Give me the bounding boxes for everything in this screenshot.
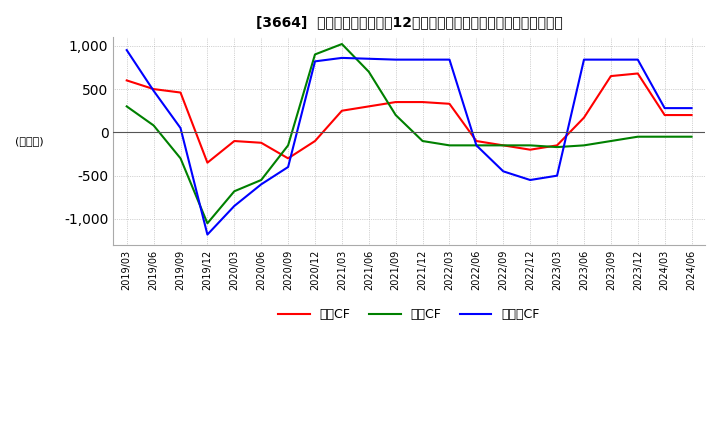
フリーCF: [338, 55, 346, 61]
投資CF: [472, 143, 481, 148]
投資CF: [687, 134, 696, 139]
営業CF: [687, 112, 696, 117]
投資CF: [310, 52, 319, 57]
フリーCF: [364, 56, 373, 62]
投資CF: [634, 134, 642, 139]
フリーCF: [634, 57, 642, 62]
投資CF: [418, 139, 427, 144]
フリーCF: [472, 143, 481, 148]
フリーCF: [176, 125, 185, 131]
営業CF: [418, 99, 427, 105]
フリーCF: [149, 88, 158, 93]
Line: フリーCF: フリーCF: [127, 50, 691, 235]
営業CF: [176, 90, 185, 95]
Line: 営業CF: 営業CF: [127, 73, 691, 163]
投資CF: [660, 134, 669, 139]
営業CF: [149, 86, 158, 92]
投資CF: [553, 144, 562, 150]
投資CF: [526, 143, 534, 148]
フリーCF: [257, 182, 266, 187]
営業CF: [257, 140, 266, 145]
フリーCF: [580, 57, 588, 62]
投資CF: [149, 123, 158, 128]
フリーCF: [418, 57, 427, 62]
フリーCF: [553, 173, 562, 178]
投資CF: [606, 139, 615, 144]
営業CF: [230, 139, 238, 144]
投資CF: [284, 143, 292, 148]
フリーCF: [499, 169, 508, 174]
フリーCF: [284, 165, 292, 170]
Title: [3664]  キャッシュフローの12か月移動合計の対前年同期増減額の推移: [3664] キャッシュフローの12か月移動合計の対前年同期増減額の推移: [256, 15, 562, 29]
フリーCF: [606, 57, 615, 62]
営業CF: [634, 71, 642, 76]
投資CF: [257, 177, 266, 183]
営業CF: [472, 139, 481, 144]
営業CF: [310, 139, 319, 144]
営業CF: [526, 147, 534, 152]
営業CF: [392, 99, 400, 105]
フリーCF: [310, 59, 319, 64]
営業CF: [122, 78, 131, 83]
Line: 投資CF: 投資CF: [127, 44, 691, 224]
フリーCF: [660, 106, 669, 111]
投資CF: [203, 221, 212, 226]
投資CF: [364, 69, 373, 74]
投資CF: [580, 143, 588, 148]
フリーCF: [526, 177, 534, 183]
営業CF: [660, 112, 669, 117]
営業CF: [203, 160, 212, 165]
営業CF: [499, 143, 508, 148]
フリーCF: [687, 106, 696, 111]
投資CF: [122, 104, 131, 109]
営業CF: [606, 73, 615, 79]
投資CF: [499, 143, 508, 148]
投資CF: [176, 156, 185, 161]
フリーCF: [445, 57, 454, 62]
営業CF: [553, 143, 562, 148]
投資CF: [230, 189, 238, 194]
営業CF: [364, 104, 373, 109]
営業CF: [445, 101, 454, 106]
フリーCF: [203, 232, 212, 237]
営業CF: [284, 156, 292, 161]
投資CF: [392, 112, 400, 117]
投資CF: [445, 143, 454, 148]
フリーCF: [122, 48, 131, 53]
Y-axis label: (百万円): (百万円): [15, 136, 44, 146]
フリーCF: [230, 203, 238, 209]
投資CF: [338, 41, 346, 47]
Legend: 営業CF, 投資CF, フリーCF: 営業CF, 投資CF, フリーCF: [274, 303, 545, 326]
営業CF: [580, 115, 588, 120]
営業CF: [338, 108, 346, 114]
フリーCF: [392, 57, 400, 62]
